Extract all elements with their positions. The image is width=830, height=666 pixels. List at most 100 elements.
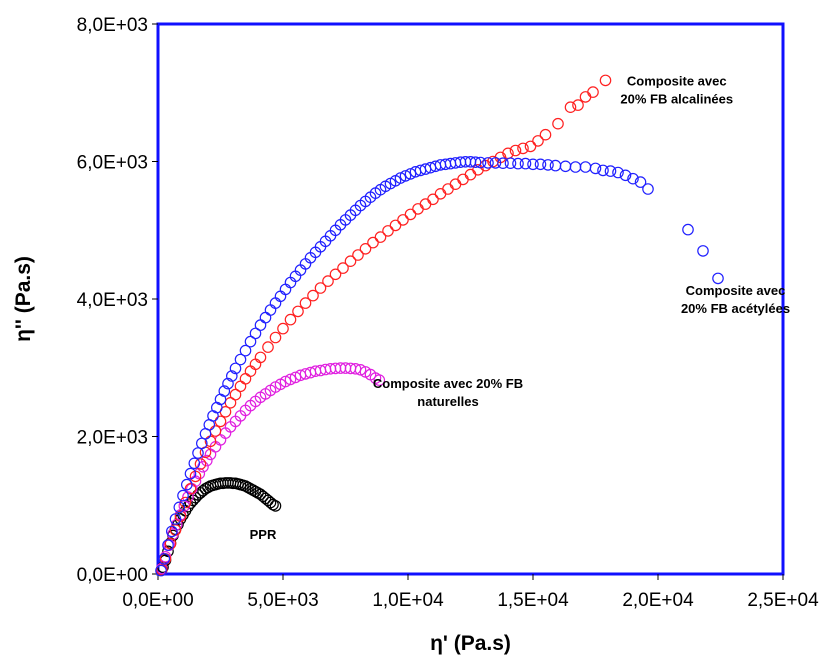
data-point — [284, 313, 297, 326]
data-point — [552, 117, 564, 130]
data-point — [226, 370, 238, 382]
data-point — [642, 183, 654, 195]
data-point — [509, 144, 522, 157]
data-point — [181, 478, 193, 491]
data-point — [532, 135, 544, 147]
data-point — [489, 157, 502, 169]
data-point — [254, 351, 267, 364]
data-point — [214, 415, 227, 428]
annotation-label: 20% FB alcalinées — [620, 91, 733, 106]
data-point — [474, 156, 487, 169]
data-point — [269, 500, 282, 512]
series-2 — [156, 74, 612, 576]
data-point — [194, 458, 207, 470]
y-tick-label: 0,0E+00 — [77, 565, 148, 586]
data-point — [404, 168, 417, 180]
data-point — [169, 513, 182, 525]
data-point — [612, 166, 624, 179]
data-point — [634, 176, 647, 188]
data-point — [359, 243, 372, 255]
data-point — [173, 501, 186, 514]
data-point — [597, 164, 609, 177]
data-point — [604, 165, 617, 177]
data-point — [292, 305, 304, 318]
data-point — [234, 353, 247, 366]
data-point — [397, 214, 409, 226]
data-point — [155, 564, 167, 577]
data-point — [162, 545, 174, 558]
data-point — [184, 482, 197, 495]
data-point — [322, 275, 334, 287]
annotation-label: Composite avec — [627, 73, 727, 88]
data-point — [367, 236, 379, 249]
data-point — [389, 219, 402, 232]
data-point — [564, 101, 577, 113]
series-0 — [157, 477, 282, 573]
data-point — [314, 282, 327, 294]
annotation-label: PPR — [250, 527, 277, 542]
data-point — [188, 457, 201, 470]
data-point — [427, 193, 439, 206]
y-tick-label: 4,0E+03 — [77, 290, 148, 311]
data-point — [284, 373, 297, 386]
data-point — [229, 362, 242, 375]
annotation-label: Composite avec — [686, 283, 786, 298]
data-point — [587, 86, 599, 98]
data-point — [224, 396, 237, 409]
data-point — [527, 158, 539, 171]
data-point — [202, 481, 214, 494]
data-point — [177, 489, 189, 502]
data-point — [524, 140, 537, 153]
data-point — [404, 208, 417, 221]
data-point — [399, 170, 412, 182]
data-point — [222, 377, 234, 390]
annotation-label: naturelles — [417, 394, 478, 409]
data-point — [193, 467, 206, 480]
data-point — [534, 158, 547, 171]
data-point — [337, 262, 349, 274]
data-point — [279, 375, 292, 388]
annotation-label: 20% FB acétylées — [681, 301, 790, 316]
data-point — [307, 289, 319, 302]
data-point — [539, 128, 552, 141]
data-point — [373, 374, 386, 386]
x-tick-label: 2,5E+04 — [747, 590, 819, 611]
y-tick-label: 2,0E+03 — [77, 428, 148, 449]
data-point — [512, 157, 524, 170]
data-point — [382, 225, 394, 237]
data-point — [229, 388, 242, 401]
data-point — [289, 371, 302, 384]
data-point — [162, 539, 174, 551]
x-tick-label: 2,0E+04 — [622, 590, 694, 611]
x-axis-title: η' (Pa.s) — [430, 632, 511, 655]
plot-area-frame — [156, 22, 785, 576]
data-point — [517, 142, 529, 155]
data-point — [249, 327, 262, 340]
data-point — [184, 467, 197, 480]
data-point — [166, 525, 178, 538]
x-tick-label: 1,5E+04 — [497, 590, 569, 611]
data-point — [354, 363, 367, 376]
y-tick-label: 8,0E+03 — [77, 15, 148, 36]
x-tick-label: 5,0E+03 — [247, 590, 318, 611]
annotations-layer: Composite avec 20% FB alcalinées Composite… — [250, 73, 790, 542]
y-tick-label: 6,0E+03 — [77, 153, 148, 174]
data-point — [697, 245, 709, 257]
data-point — [572, 99, 584, 111]
data-point — [277, 322, 289, 335]
data-point — [329, 268, 342, 281]
data-point — [244, 335, 257, 348]
data-point — [156, 564, 168, 576]
data-point — [469, 156, 482, 168]
annotation-label: Composite avec 20% FB — [373, 376, 523, 391]
data-point — [504, 157, 517, 169]
data-point — [344, 255, 357, 267]
data-point — [627, 172, 639, 185]
data-point — [542, 159, 554, 171]
series-3 — [155, 156, 724, 577]
data-point — [262, 341, 274, 353]
x-tick-label: 0,0E+00 — [122, 590, 193, 611]
data-point — [482, 157, 494, 169]
data-point — [712, 272, 724, 285]
data-point — [158, 553, 171, 565]
